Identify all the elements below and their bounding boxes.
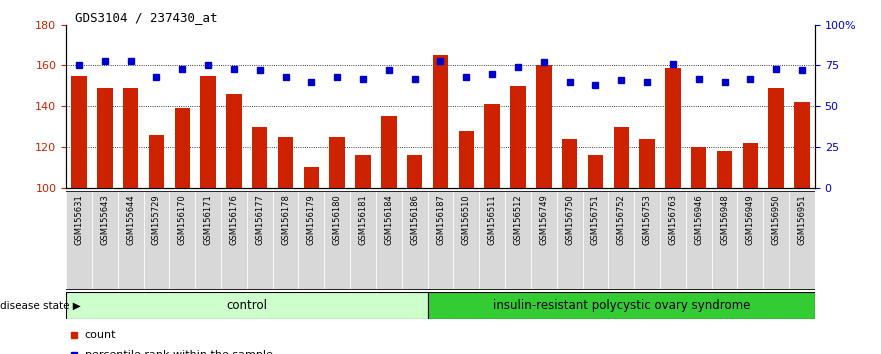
Text: GSM156187: GSM156187 (436, 194, 445, 245)
Bar (247, 191, 272, 290)
Bar (660, 191, 685, 290)
Bar (459, 131, 474, 188)
Text: GSM155631: GSM155631 (75, 194, 84, 245)
Text: GSM155729: GSM155729 (152, 194, 161, 245)
Bar (717, 151, 732, 188)
Bar (174, 108, 190, 188)
Text: GDS3104 / 237430_at: GDS3104 / 237430_at (75, 11, 218, 24)
Bar (226, 94, 241, 188)
Bar (454, 191, 479, 290)
Bar (324, 191, 350, 290)
Bar (588, 155, 603, 188)
Text: GSM156181: GSM156181 (359, 194, 367, 245)
Text: count: count (85, 330, 116, 341)
Bar (149, 135, 164, 188)
Text: GSM156949: GSM156949 (746, 194, 755, 245)
Text: GSM155643: GSM155643 (100, 194, 109, 245)
Text: GSM156946: GSM156946 (694, 194, 703, 245)
Bar (737, 191, 763, 290)
Bar (433, 55, 448, 188)
Text: GSM156180: GSM156180 (333, 194, 342, 245)
Text: GSM156951: GSM156951 (797, 194, 806, 245)
Bar (712, 191, 737, 290)
Bar (743, 143, 759, 188)
Text: GSM156178: GSM156178 (281, 194, 290, 245)
Bar (278, 137, 293, 188)
Text: GSM156177: GSM156177 (255, 194, 264, 245)
Bar (381, 116, 396, 188)
Bar (510, 86, 526, 188)
Bar (427, 191, 454, 290)
Bar (304, 167, 319, 188)
Bar (789, 191, 815, 290)
Text: GSM156948: GSM156948 (720, 194, 729, 245)
Bar (252, 126, 268, 188)
Bar (71, 76, 86, 188)
Bar (582, 191, 609, 290)
Text: GSM156749: GSM156749 (539, 194, 548, 245)
Bar (66, 292, 427, 319)
Text: GSM156512: GSM156512 (514, 194, 522, 245)
Text: GSM155644: GSM155644 (126, 194, 135, 245)
Bar (562, 139, 577, 188)
Bar (97, 88, 113, 188)
Text: GSM156763: GSM156763 (669, 194, 677, 245)
Text: GSM156170: GSM156170 (178, 194, 187, 245)
Text: insulin-resistant polycystic ovary syndrome: insulin-resistant polycystic ovary syndr… (492, 299, 750, 312)
Bar (634, 191, 660, 290)
Bar (536, 65, 552, 188)
Bar (407, 155, 422, 188)
Bar (763, 191, 789, 290)
Text: GSM156184: GSM156184 (384, 194, 393, 245)
Text: control: control (226, 299, 267, 312)
Bar (768, 88, 784, 188)
Bar (427, 292, 815, 319)
Bar (200, 76, 216, 188)
Text: GSM156171: GSM156171 (204, 194, 212, 245)
Bar (691, 147, 707, 188)
Bar (531, 191, 557, 290)
Text: GSM156510: GSM156510 (462, 194, 470, 245)
Bar (355, 155, 371, 188)
Bar (272, 191, 299, 290)
Bar (795, 102, 810, 188)
Text: GSM156750: GSM156750 (565, 194, 574, 245)
Bar (613, 126, 629, 188)
Bar (118, 191, 144, 290)
Bar (144, 191, 169, 290)
Bar (221, 191, 247, 290)
Bar (609, 191, 634, 290)
Bar (665, 68, 681, 188)
Text: GSM156179: GSM156179 (307, 194, 316, 245)
Bar (402, 191, 427, 290)
Bar (685, 191, 712, 290)
Bar (92, 191, 118, 290)
Bar (169, 191, 196, 290)
Bar (196, 191, 221, 290)
Text: GSM156176: GSM156176 (229, 194, 239, 245)
Text: GSM156752: GSM156752 (617, 194, 626, 245)
Text: GSM156950: GSM156950 (772, 194, 781, 245)
Text: percentile rank within the sample: percentile rank within the sample (85, 350, 273, 354)
Text: GSM156753: GSM156753 (642, 194, 652, 245)
Text: GSM156511: GSM156511 (488, 194, 497, 245)
Bar (505, 191, 531, 290)
Bar (299, 191, 324, 290)
Bar (122, 88, 138, 188)
Text: GSM156186: GSM156186 (411, 194, 419, 245)
Bar (350, 191, 376, 290)
Bar (376, 191, 402, 290)
Text: GSM156751: GSM156751 (591, 194, 600, 245)
Bar (329, 137, 345, 188)
Bar (485, 104, 500, 188)
Bar (640, 139, 655, 188)
Bar (66, 191, 92, 290)
Text: disease state ▶: disease state ▶ (0, 300, 81, 310)
Bar (479, 191, 505, 290)
Bar (557, 191, 582, 290)
